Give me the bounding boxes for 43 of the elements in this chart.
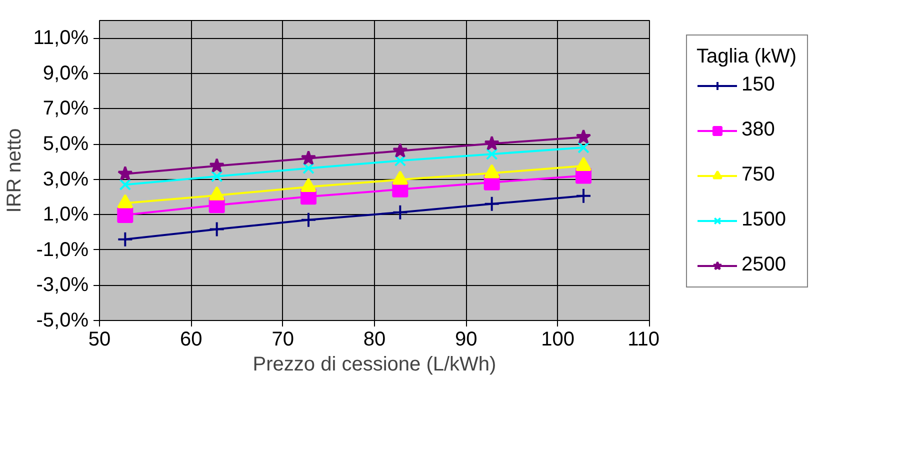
legend-label: 1500 xyxy=(741,208,786,232)
point xyxy=(392,204,408,220)
x-tick-label: 80 xyxy=(363,328,386,350)
legend-label: 2500 xyxy=(741,254,786,276)
x-tick-label: 90 xyxy=(455,328,478,350)
legend-label: 380 xyxy=(741,118,775,142)
x-axis-title: Prezzo di cessione (L/kWh) xyxy=(252,354,496,376)
point xyxy=(119,178,132,191)
legend-label: 750 xyxy=(741,164,775,186)
point xyxy=(576,129,592,144)
y-tick-label: -5,0% xyxy=(36,310,89,332)
y-tick-label: 7,0% xyxy=(42,98,89,120)
y-tick-label: 11,0% xyxy=(33,27,89,50)
y-axis-title: IRR netto xyxy=(3,128,26,213)
y-tick-label: 1,0% xyxy=(42,204,89,226)
point xyxy=(210,170,223,182)
point xyxy=(208,221,225,238)
point xyxy=(300,212,316,228)
point xyxy=(118,166,133,181)
y-tick-label: 3,0% xyxy=(42,168,89,190)
point xyxy=(578,142,590,154)
point xyxy=(117,206,134,223)
legend-label: 150 xyxy=(741,74,775,96)
point xyxy=(394,154,406,167)
y-tick-label: -3,0% xyxy=(36,274,89,296)
y-tick-label: 9,0% xyxy=(42,62,89,84)
point xyxy=(300,150,316,165)
point xyxy=(209,158,224,173)
y-tick-label: -1,0% xyxy=(36,238,89,261)
x-tick-label: 60 xyxy=(180,328,202,350)
x-tick-label: 100 xyxy=(541,328,575,350)
point xyxy=(576,188,592,204)
point xyxy=(484,136,500,150)
x-tick-label: 50 xyxy=(88,328,111,350)
point xyxy=(392,142,408,158)
x-tick-label: 110 xyxy=(628,328,660,350)
point xyxy=(117,231,134,248)
point xyxy=(486,148,498,160)
y-tick-label: 5,0% xyxy=(42,133,89,156)
legend-title: Taglia (kW) xyxy=(696,46,797,68)
x-tick-label: 70 xyxy=(272,328,294,350)
point xyxy=(484,196,500,212)
point xyxy=(302,162,314,174)
